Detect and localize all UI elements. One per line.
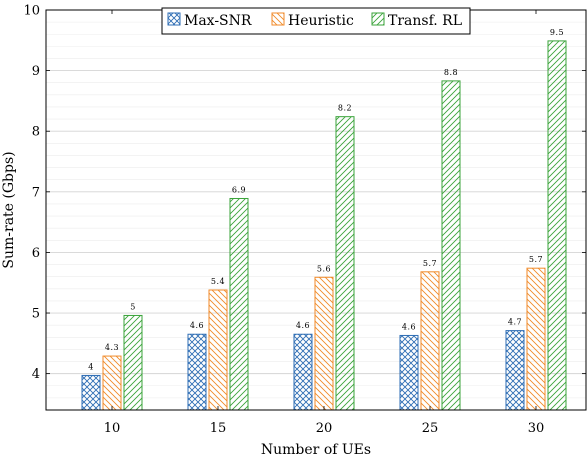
bar-value-label: 5.6: [317, 264, 331, 273]
bar-max-snr: [505, 330, 525, 411]
bar-heuristic: [208, 289, 228, 411]
y-tick-label: 9: [32, 64, 40, 79]
bar-max-snr: [81, 374, 101, 411]
legend-label: Max-SNR: [184, 13, 252, 29]
y-axis-label: Sum-rate (Gbps): [1, 151, 17, 268]
legend-label: Transf. RL: [388, 13, 462, 29]
bar-value-label: 4.6: [190, 321, 204, 330]
legend-swatch: [167, 12, 181, 26]
bar-heuristic: [314, 276, 334, 411]
x-tick-label: 20: [316, 421, 333, 436]
legend-box: [161, 7, 471, 35]
bar-max-snr: [293, 333, 313, 411]
legend-swatch: [271, 12, 285, 26]
bar-value-label: 5.7: [529, 255, 543, 264]
x-axis: 10 15 20 25 30: [104, 10, 545, 436]
x-axis-label: Number of UEs: [261, 442, 371, 458]
y-tick-label: 5: [32, 307, 40, 322]
x-tick-label: 25: [422, 421, 439, 436]
y-tick-label: 10: [23, 4, 40, 19]
y-axis: 4 5 6 7 8 9 10: [23, 4, 586, 382]
bar-transf-rl: [547, 40, 567, 411]
y-tick-label: 8: [32, 125, 40, 140]
bar-value-label: 5: [130, 302, 136, 311]
data-labels: 4 4.3 5 4.6 5.4 6.9 4.6 5.6 8.2 4.6 5.7 8.8 4.7 5.7 9.…: [88, 28, 564, 372]
bar-heuristic: [420, 271, 440, 411]
bar-transf-rl: [229, 197, 249, 411]
bar-heuristic: [526, 267, 546, 411]
bar-value-label: 4.6: [402, 322, 416, 331]
bar-transf-rl: [335, 116, 355, 411]
bar-heuristic: [102, 355, 122, 411]
y-tick-label: 4: [32, 367, 40, 382]
bar-value-label: 8.8: [444, 68, 458, 77]
y-tick-label: 6: [32, 246, 40, 261]
x-tick-label: 10: [104, 421, 121, 436]
bar-max-snr: [399, 334, 419, 411]
bar-value-label: 9.5: [550, 28, 564, 37]
x-tick-label: 30: [528, 421, 545, 436]
bar-max-snr: [187, 333, 207, 411]
bar-value-label: 5.4: [211, 277, 225, 286]
bar-value-label: 4.3: [105, 343, 119, 352]
x-tick-label: 15: [210, 421, 227, 436]
bar-value-label: 8.2: [338, 104, 352, 113]
bar-value-label: 4: [88, 362, 94, 371]
legend-label: Heuristic: [288, 13, 354, 29]
legend-swatch: [371, 12, 385, 26]
bar-value-label: 6.9: [232, 185, 246, 194]
bar-value-label: 4.6: [296, 321, 310, 330]
bar-transf-rl: [441, 80, 461, 411]
bar-value-label: 4.7: [508, 318, 522, 327]
legend: Max-SNR Heuristic Transf. RL: [161, 7, 471, 35]
bar-transf-rl: [123, 314, 143, 411]
bars: [81, 40, 567, 411]
bar-value-label: 5.7: [423, 259, 437, 268]
y-tick-label: 7: [32, 185, 40, 200]
